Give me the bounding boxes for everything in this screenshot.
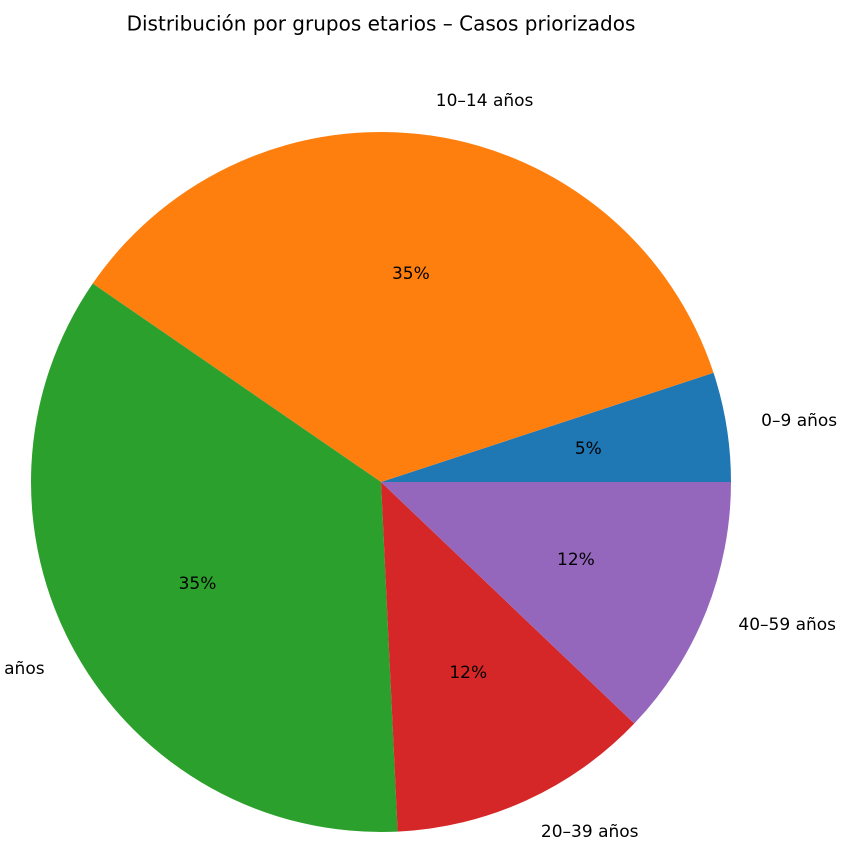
pct-label: 35% xyxy=(179,574,217,594)
slice-label: 15–19 años xyxy=(0,659,45,679)
slice-label: 40–59 años xyxy=(738,615,836,635)
pct-label: 12% xyxy=(557,550,595,570)
pie-slice xyxy=(381,482,635,832)
pie-slice xyxy=(92,131,714,482)
chart-title: Distribución por grupos etarios – Casos … xyxy=(127,12,636,36)
pct-label: 12% xyxy=(449,663,487,683)
pct-label: 5% xyxy=(575,439,602,459)
pie-slice xyxy=(30,283,398,833)
slice-label: 10–14 años xyxy=(436,91,534,111)
slice-label: 0–9 años xyxy=(761,411,837,431)
pie-slice xyxy=(381,372,731,482)
slice-label: 20–39 años xyxy=(541,822,639,842)
pct-label: 35% xyxy=(392,264,430,284)
pie-slice xyxy=(381,482,731,724)
